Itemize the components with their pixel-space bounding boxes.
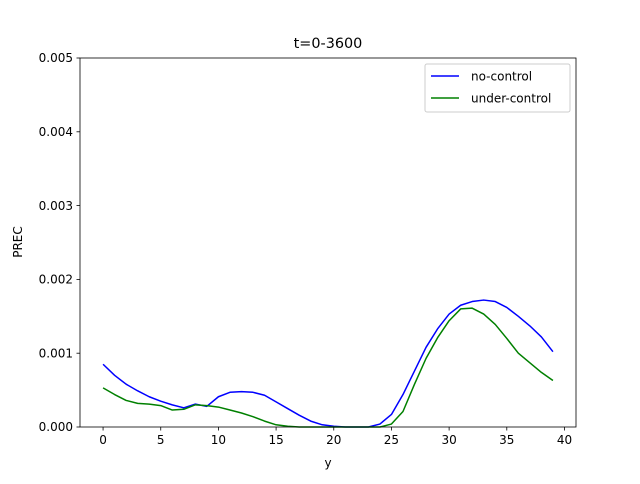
series-line-under-control bbox=[102, 307, 554, 428]
x-tick-label: 35 bbox=[499, 433, 514, 447]
y-axis-ticks: 0.000 0.001 0.002 0.003 0.004 0.005 bbox=[39, 51, 80, 434]
x-tick-label: 5 bbox=[157, 433, 165, 447]
y-tick-label: 0.005 bbox=[39, 51, 73, 65]
x-tick-label: 10 bbox=[211, 433, 226, 447]
y-tick-label: 0.000 bbox=[39, 420, 73, 434]
x-tick-label: 30 bbox=[441, 433, 456, 447]
x-tick-label: 15 bbox=[268, 433, 283, 447]
legend: no-control under-control bbox=[424, 63, 571, 113]
plot-area-frame bbox=[79, 57, 577, 428]
x-axis-ticks: 0 5 10 15 20 25 30 35 40 bbox=[99, 427, 572, 447]
series-layer bbox=[102, 299, 554, 428]
y-tick-label: 0.002 bbox=[39, 273, 73, 287]
x-tick-label: 40 bbox=[557, 433, 572, 447]
y-tick-label: 0.004 bbox=[39, 125, 73, 139]
legend-label-under-control: under-control bbox=[471, 91, 551, 105]
y-tick-label: 0.001 bbox=[39, 346, 73, 360]
legend-box bbox=[424, 63, 571, 113]
chart-title: t=0-3600 bbox=[294, 36, 363, 52]
y-tick-label: 0.003 bbox=[39, 199, 73, 213]
x-axis-label: y bbox=[324, 456, 331, 470]
legend-label-no-control: no-control bbox=[471, 69, 532, 83]
x-tick-label: 25 bbox=[384, 433, 399, 447]
series-line-no-control bbox=[102, 299, 554, 428]
axes-frame bbox=[79, 57, 577, 428]
y-axis-label: PREC bbox=[11, 226, 25, 258]
x-tick-label: 0 bbox=[99, 433, 107, 447]
x-tick-label: 20 bbox=[326, 433, 341, 447]
